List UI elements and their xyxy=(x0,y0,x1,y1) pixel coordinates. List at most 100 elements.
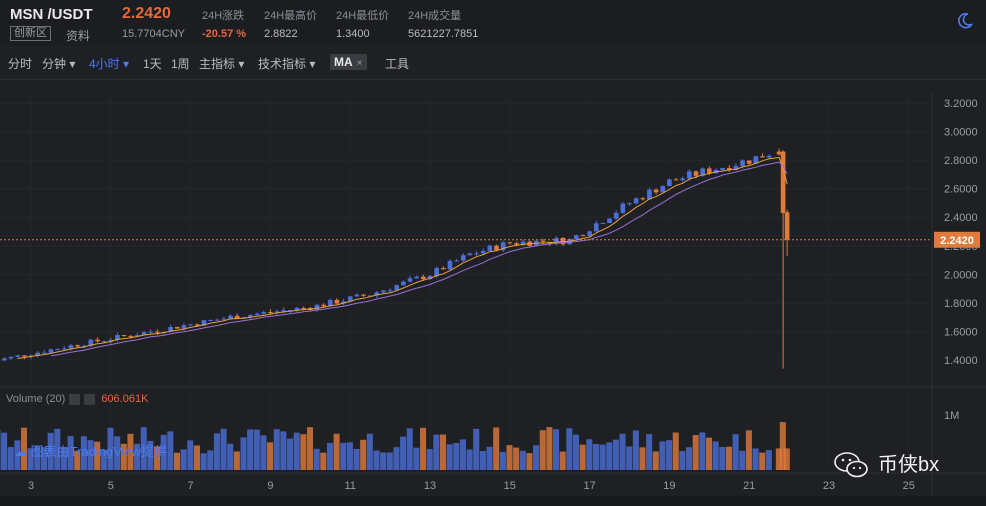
candle-body xyxy=(88,339,94,346)
moon-icon[interactable] xyxy=(956,12,974,30)
volume-bar xyxy=(506,445,513,470)
y-tick-label: 1.6000 xyxy=(944,326,978,338)
candle-body xyxy=(354,294,360,297)
candle-body xyxy=(480,250,486,254)
volume-bar xyxy=(7,447,14,470)
volume-bar xyxy=(533,445,540,470)
dropdown-main-indicator[interactable]: 主指标 ▾ xyxy=(199,55,244,72)
high-label: 高= xyxy=(88,98,110,113)
tab-1day[interactable]: 1天 xyxy=(143,57,162,71)
volume-bar xyxy=(519,450,526,470)
dropdown-tech-indicator[interactable]: 技术指标 ▾ xyxy=(258,55,315,72)
volume-bar xyxy=(287,438,294,470)
candle-body xyxy=(567,239,572,245)
volume-bar xyxy=(426,449,433,470)
candles xyxy=(0,148,790,369)
volume-bar xyxy=(220,428,227,470)
candle-body xyxy=(121,335,127,337)
stat-change-value: -20.57 % xyxy=(202,28,247,40)
watermark: 币侠bx xyxy=(878,454,940,476)
volume-bar xyxy=(213,433,220,470)
ma-chip-label: MA xyxy=(334,55,353,69)
candle-body xyxy=(527,241,533,246)
close-icon[interactable]: × xyxy=(356,58,363,69)
volume-bar xyxy=(187,440,194,470)
candle-body xyxy=(534,240,539,246)
stat-low-value: 1.3400 xyxy=(336,28,370,40)
info-link[interactable]: 资料 xyxy=(66,29,91,43)
volume-bar xyxy=(513,447,520,470)
candle-body xyxy=(740,160,745,167)
chevron-down-icon: ▾ xyxy=(66,57,76,71)
candle-body xyxy=(241,317,247,319)
tab-timeline[interactable]: 分时 xyxy=(8,57,33,71)
ma10-label: MA (10, close, 0) xyxy=(481,96,564,108)
candle-body xyxy=(294,307,300,311)
close-icon[interactable] xyxy=(84,393,96,405)
candle-body xyxy=(587,231,592,236)
volume-bar xyxy=(719,446,726,470)
candle-body xyxy=(407,278,413,282)
volume-bar xyxy=(592,443,599,470)
dropdown-4hour-label: 4小时 xyxy=(89,57,120,71)
candle-body xyxy=(2,358,7,361)
volume-bar xyxy=(306,427,314,470)
trading-pair[interactable]: MSN /USDT xyxy=(10,6,93,23)
tradingview-credit[interactable]: ☁ 图表由TradingView提供 xyxy=(14,441,167,460)
price-pane xyxy=(0,92,932,382)
candle-body xyxy=(560,237,566,245)
gear-icon[interactable] xyxy=(69,393,81,405)
ma-indicator-chip[interactable]: MA × xyxy=(330,54,367,70)
wechat-icon xyxy=(834,452,868,478)
volume-bar xyxy=(340,442,347,470)
volume-bar xyxy=(539,430,546,470)
volume-label: Volume (20) xyxy=(6,393,66,405)
volume-bar xyxy=(572,434,580,470)
candle-body xyxy=(653,189,659,193)
candle-body xyxy=(467,253,473,256)
volume-bar xyxy=(200,453,207,470)
volume-bar xyxy=(646,434,653,470)
chart-toolbar: 分时 分钟 ▾ 4小时 ▾ 1天 1周 主指标 ▾ 技术指标 ▾ MA × 工具 xyxy=(0,47,986,80)
legend-toggle-icon[interactable] xyxy=(6,100,17,112)
candle-body xyxy=(667,179,672,187)
scale-down-icon[interactable] xyxy=(900,115,912,127)
dropdown-minute[interactable]: 分钟 ▾ xyxy=(42,55,75,72)
candle-body xyxy=(115,335,120,340)
candle-body xyxy=(55,349,60,351)
volume-bar xyxy=(586,439,593,470)
ma10-value: 2.7292 xyxy=(573,96,607,108)
chevron-down-icon: ▾ xyxy=(235,57,245,71)
scale-up-icon[interactable] xyxy=(915,115,927,127)
candle-body xyxy=(261,312,267,314)
candle-body xyxy=(208,319,213,321)
candle-body xyxy=(427,275,433,280)
volume-bar xyxy=(453,442,460,470)
candle-body xyxy=(381,290,386,293)
y-tick-label: 1.8000 xyxy=(944,298,978,310)
candle-body xyxy=(61,348,67,350)
tab-1week[interactable]: 1周 xyxy=(171,57,190,71)
candle-body xyxy=(387,290,393,292)
dropdown-4hour[interactable]: 4小时 ▾ xyxy=(89,55,129,72)
stat-volume-value: 5621227.7851 xyxy=(408,28,479,40)
volume-bar xyxy=(672,432,679,470)
volume-bar xyxy=(466,449,473,470)
candle-body xyxy=(494,245,499,251)
candle-body xyxy=(706,168,712,174)
candle-body xyxy=(474,253,479,255)
candle-body xyxy=(81,345,87,347)
candle-body xyxy=(174,326,180,329)
candle-body xyxy=(776,151,782,155)
candle-body xyxy=(784,212,790,240)
candle-body xyxy=(746,160,752,164)
volume-bar xyxy=(227,443,234,470)
tools-button[interactable]: 工具 xyxy=(385,57,410,71)
ma5-value: 2.6457 xyxy=(438,96,473,108)
volume-bar xyxy=(732,434,739,470)
candle-body xyxy=(680,178,686,181)
zone-tag: 创新区 xyxy=(10,26,51,41)
volume-bar xyxy=(406,428,413,470)
volume-bar xyxy=(240,437,247,470)
volume-bar xyxy=(267,442,274,470)
